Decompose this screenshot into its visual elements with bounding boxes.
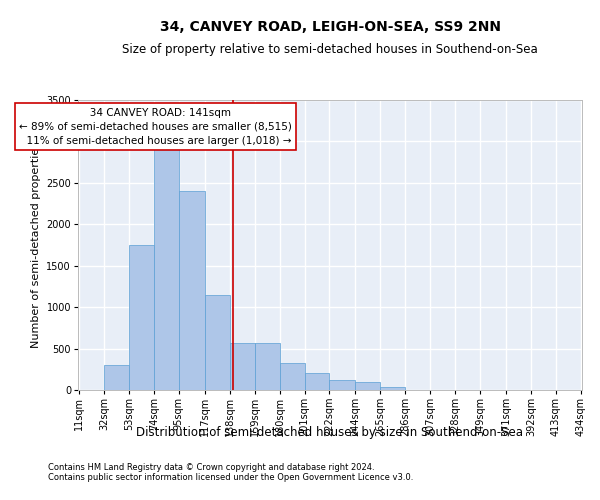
Bar <box>154 142 179 390</box>
Bar <box>104 365 129 390</box>
Text: Distribution of semi-detached houses by size in Southend-on-Sea: Distribution of semi-detached houses by … <box>137 426 523 439</box>
Text: Contains HM Land Registry data © Crown copyright and database right 2024.: Contains HM Land Registry data © Crown c… <box>48 464 374 472</box>
Bar <box>329 380 355 390</box>
Bar <box>355 382 380 390</box>
Bar <box>230 343 254 390</box>
Bar <box>129 245 154 390</box>
Text: 34 CANVEY ROAD: 141sqm
← 89% of semi-detached houses are smaller (8,515)
  11% o: 34 CANVEY ROAD: 141sqm ← 89% of semi-det… <box>19 108 292 146</box>
Bar <box>205 294 230 390</box>
Bar <box>179 191 205 390</box>
Bar <box>305 374 329 390</box>
Bar <box>254 343 280 390</box>
Text: Contains public sector information licensed under the Open Government Licence v3: Contains public sector information licen… <box>48 474 413 482</box>
Bar <box>380 387 406 390</box>
Text: Size of property relative to semi-detached houses in Southend-on-Sea: Size of property relative to semi-detach… <box>122 42 538 56</box>
Y-axis label: Number of semi-detached properties: Number of semi-detached properties <box>31 142 41 348</box>
Text: 34, CANVEY ROAD, LEIGH-ON-SEA, SS9 2NN: 34, CANVEY ROAD, LEIGH-ON-SEA, SS9 2NN <box>160 20 500 34</box>
Bar <box>280 362 305 390</box>
